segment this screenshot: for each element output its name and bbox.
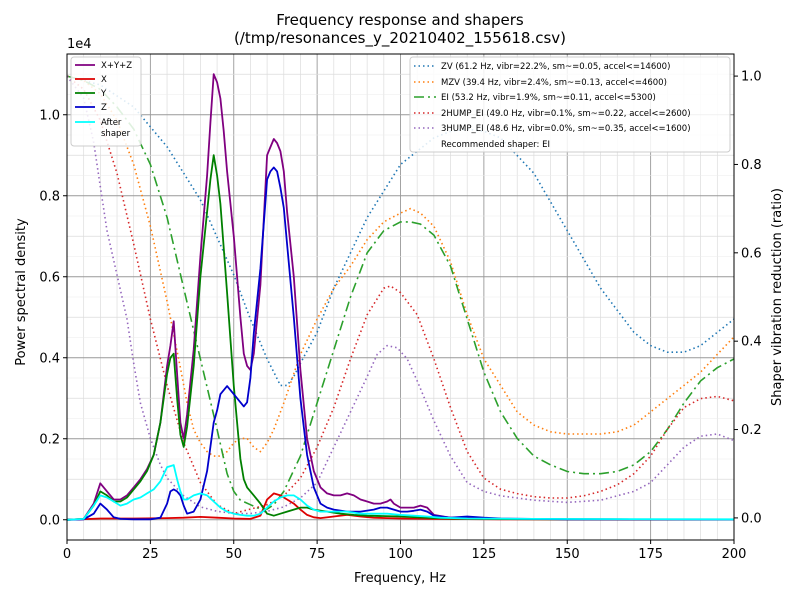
- x-tick-label: 150: [555, 547, 580, 562]
- x-tick-label: 25: [142, 547, 159, 562]
- psd-series-line-4: [66, 464, 735, 521]
- x-tick-label: 175: [638, 547, 663, 562]
- y2-tick-label: 0.6: [741, 246, 762, 261]
- legend-psd-label: X: [101, 75, 107, 85]
- x-tick-label: 200: [722, 547, 747, 562]
- legend-shaper-label: MZV (39.4 Hz, vibr=2.4%, sm~=0.13, accel…: [441, 78, 667, 88]
- grid: [67, 54, 734, 540]
- legend-psd-label: After shaper: [101, 118, 131, 139]
- y2-tick-label: 0.0: [741, 511, 762, 526]
- y-tick-label: 1.0: [39, 108, 60, 123]
- x-axis-label: Frequency, Hz: [354, 571, 446, 586]
- x-tick-label: 125: [471, 547, 496, 562]
- y2-tick-label: 0.4: [741, 335, 762, 350]
- legend-shaper-label: ZV (61.2 Hz, vibr=22.2%, sm~=0.05, accel…: [441, 62, 670, 72]
- y-tick-label: 0.8: [39, 189, 60, 204]
- legend-psd: X+Y+Z XYZ After shaper: [70, 56, 142, 147]
- series-layer: [66, 73, 735, 521]
- chart-subtitle: (/tmp/resonances_y_20210402_155618.csv): [234, 29, 566, 48]
- y2-tick-label: 0.8: [741, 158, 762, 173]
- ticks: 0 25 50 75 100 125 150 175 200 0.0 0.2 0.4 0.6 0.8 1.0…: [39, 70, 761, 562]
- y2-tick-label: 1.0: [741, 70, 762, 85]
- legend-shapers-box: [409, 56, 731, 153]
- legend-shaper-label: 3HUMP_EI (48.6 Hz, vibr=0.0%, sm~=0.35, …: [441, 124, 691, 134]
- y2-axis-label: Shaper vibration reduction (ratio): [770, 188, 785, 406]
- psd-series-line-1: [66, 492, 735, 521]
- x-tick-label: 0: [63, 547, 71, 562]
- x-tick-label: 50: [225, 547, 242, 562]
- legend-psd-label: Y: [100, 89, 107, 99]
- psd-series-line-3: [66, 166, 735, 521]
- legend-psd-label: X+Y+Z: [101, 61, 132, 71]
- y2-tick-label: 0.2: [741, 423, 762, 438]
- recommended-shaper-text: Recommended shaper: EI: [441, 140, 550, 150]
- chart-title: Frequency response and shapers: [276, 11, 524, 29]
- y-tick-label: 0.2: [39, 432, 60, 447]
- legend-psd-label: Z: [101, 103, 107, 113]
- shaper-series-line-1: [66, 75, 735, 457]
- shaper-series-line-0: [66, 75, 735, 387]
- legend-shaper-label: EI (53.2 Hz, vibr=1.9%, sm~=0.11, accel<…: [441, 93, 656, 103]
- legend-shaper-label: 2HUMP_EI (49.0 Hz, vibr=0.1%, sm~=0.22, …: [441, 109, 691, 119]
- x-tick-label: 75: [309, 547, 326, 562]
- x-tick-label: 100: [388, 547, 413, 562]
- shaper-series-line-2: [66, 75, 735, 510]
- y-offset-label: 1e4: [67, 37, 92, 52]
- legend-shapers: ZV (61.2 Hz, vibr=22.2%, sm~=0.05, accel…: [409, 56, 731, 153]
- y-axis-label: Power spectral density: [14, 218, 29, 366]
- y-tick-label: 0.0: [39, 513, 60, 528]
- y-tick-label: 0.6: [39, 270, 60, 285]
- y-tick-label: 0.4: [39, 351, 60, 366]
